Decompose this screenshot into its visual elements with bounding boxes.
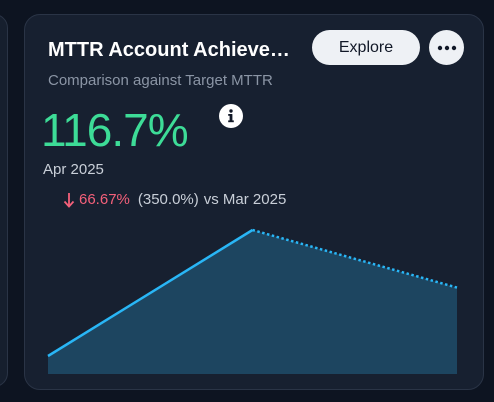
kpi-period: Apr 2025 <box>43 161 104 178</box>
more-horizontal-icon <box>437 45 456 50</box>
chart-point[interactable]: Mar 2025 <box>247 224 259 236</box>
info-icon[interactable] <box>219 104 243 128</box>
chart-point[interactable]: Feb 2025 <box>42 350 54 362</box>
chart-point[interactable]: Apr 2025 <box>451 282 463 294</box>
trend-chart: Feb 2025 Mar 2025 Apr 2025 <box>42 224 463 374</box>
chart-area <box>48 230 457 374</box>
info-glyph <box>228 109 234 123</box>
chart-line-segment <box>47 228 254 358</box>
change-absolute: (350.0%) <box>137 191 199 208</box>
arrow-down-icon <box>63 193 75 208</box>
kpi-change: 66.67% (350.0%) vs Mar 2025 <box>63 191 286 209</box>
change-percent: 66.67% <box>79 191 130 208</box>
more-options-button[interactable] <box>429 30 464 65</box>
explore-button[interactable]: Explore <box>312 30 420 65</box>
card-subtitle: Comparison against Target MTTR <box>48 72 273 89</box>
previous-card-edge <box>0 14 8 387</box>
kpi-card: MTTR Account Achieve… Explore Comparison… <box>24 14 484 390</box>
chart-line-segment <box>252 228 458 289</box>
change-comparison: vs Mar 2025 <box>203 191 287 208</box>
kpi-value: 116.7% <box>41 104 189 156</box>
